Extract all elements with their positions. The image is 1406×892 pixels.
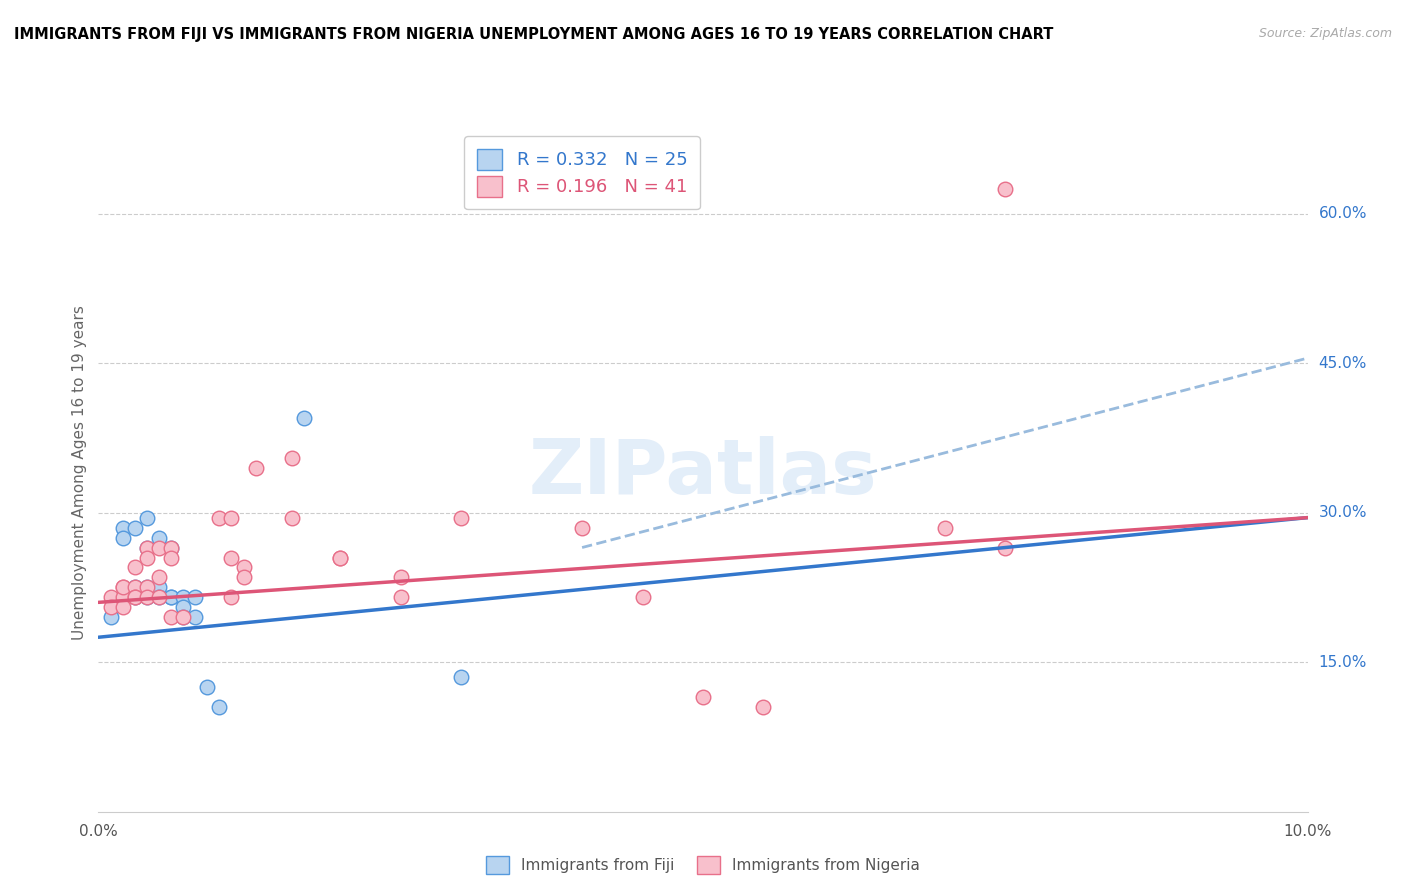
Text: 45.0%: 45.0% [1319,356,1367,370]
Point [208,510,231,524]
Point [692,690,714,704]
Point [124,560,146,574]
Point [232,560,254,574]
Point [135,581,157,595]
Point [994,181,1017,195]
Text: 30.0%: 30.0% [1319,505,1367,520]
Point [111,591,134,605]
Point [124,591,146,605]
Point [172,600,194,615]
Point [135,581,157,595]
Point [994,541,1017,555]
Text: IMMIGRANTS FROM FIJI VS IMMIGRANTS FROM NIGERIA UNEMPLOYMENT AMONG AGES 16 TO 19: IMMIGRANTS FROM FIJI VS IMMIGRANTS FROM … [14,27,1053,42]
Point [111,581,134,595]
Point [160,591,183,605]
Point [111,581,134,595]
Point [184,610,207,624]
Point [450,510,472,524]
Point [160,550,183,565]
Point [281,510,304,524]
Y-axis label: Unemployment Among Ages 16 to 19 years: Unemployment Among Ages 16 to 19 years [72,305,87,640]
Point [389,591,412,605]
Point [934,520,956,534]
Point [160,610,183,624]
Point [148,531,170,545]
Point [221,550,243,565]
Point [111,531,134,545]
Point [148,570,170,584]
Point [148,591,170,605]
Text: 15.0%: 15.0% [1319,655,1367,670]
Text: ZIPatlas: ZIPatlas [529,436,877,509]
Point [232,570,254,584]
Point [100,610,122,624]
Text: 60.0%: 60.0% [1319,206,1367,221]
Point [160,591,183,605]
Legend: Immigrants from Fiji, Immigrants from Nigeria: Immigrants from Fiji, Immigrants from Ni… [479,850,927,880]
Point [292,411,315,425]
Point [329,550,352,565]
Point [160,541,183,555]
Point [221,510,243,524]
Point [208,700,231,714]
Point [124,581,146,595]
Point [148,591,170,605]
Point [389,570,412,584]
Point [172,610,194,624]
Text: Source: ZipAtlas.com: Source: ZipAtlas.com [1258,27,1392,40]
Point [329,550,352,565]
Point [160,541,183,555]
Point [135,550,157,565]
Point [221,591,243,605]
Point [195,680,218,694]
Point [450,670,472,684]
Point [124,581,146,595]
Point [135,510,157,524]
Point [571,520,593,534]
Point [135,541,157,555]
Point [631,591,654,605]
Point [281,450,304,465]
Point [752,700,775,714]
Legend: R = 0.332   N = 25, R = 0.196   N = 41: R = 0.332 N = 25, R = 0.196 N = 41 [464,136,700,210]
Point [124,591,146,605]
Point [172,610,194,624]
Point [135,591,157,605]
Point [135,591,157,605]
Point [111,520,134,534]
Point [245,460,267,475]
Point [100,591,122,605]
Point [100,600,122,615]
Point [111,600,134,615]
Point [184,591,207,605]
Point [135,541,157,555]
Point [172,591,194,605]
Point [124,591,146,605]
Point [148,581,170,595]
Point [148,541,170,555]
Point [124,520,146,534]
